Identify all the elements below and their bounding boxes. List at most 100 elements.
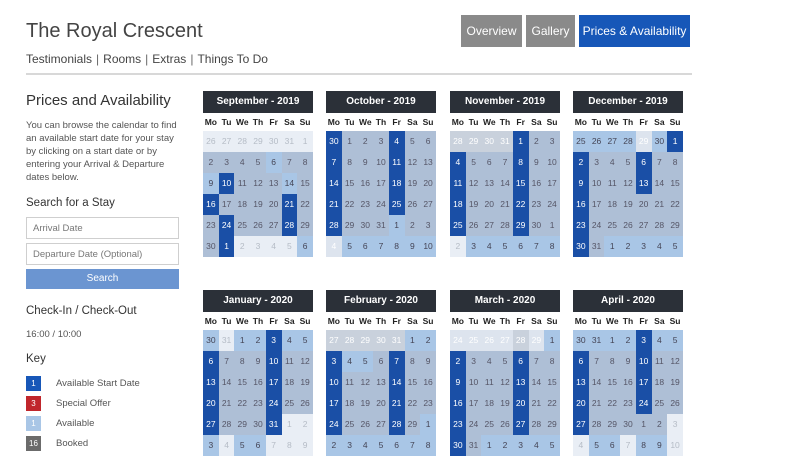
- day-cell[interactable]: 22: [297, 194, 313, 215]
- day-cell[interactable]: 2: [620, 330, 636, 351]
- day-cell[interactable]: 12: [250, 173, 266, 194]
- tab-prices-availability[interactable]: Prices & Availability: [579, 15, 690, 47]
- day-cell-start-date[interactable]: 22: [512, 194, 529, 215]
- day-cell-start-date[interactable]: 24: [218, 215, 235, 236]
- day-cell[interactable]: 3: [373, 131, 389, 152]
- day-cell[interactable]: 1: [544, 215, 560, 236]
- day-cell[interactable]: 24: [465, 414, 482, 435]
- day-cell[interactable]: 8: [544, 351, 560, 372]
- day-cell[interactable]: 22: [234, 393, 251, 414]
- day-cell[interactable]: 14: [218, 372, 235, 393]
- day-cell-start-date[interactable]: 18: [450, 194, 466, 215]
- day-cell-start-date[interactable]: 20: [203, 393, 219, 414]
- day-cell[interactable]: 12: [667, 351, 683, 372]
- day-cell-start-date[interactable]: 27: [203, 414, 219, 435]
- day-cell-start-date[interactable]: 6: [203, 351, 219, 372]
- day-cell[interactable]: 20: [420, 173, 436, 194]
- day-cell[interactable]: 15: [404, 372, 421, 393]
- day-cell-start-date[interactable]: 30: [573, 236, 589, 257]
- day-cell[interactable]: 25: [281, 393, 298, 414]
- day-cell[interactable]: 7: [281, 152, 298, 173]
- day-cell[interactable]: 18: [234, 194, 251, 215]
- day-cell-start-date[interactable]: 13: [203, 372, 219, 393]
- day-cell[interactable]: 29: [604, 414, 621, 435]
- day-cell[interactable]: 2: [651, 414, 668, 435]
- day-cell[interactable]: 1: [388, 215, 405, 236]
- day-cell[interactable]: 26: [357, 414, 374, 435]
- day-cell-start-date[interactable]: 17: [635, 372, 652, 393]
- day-cell-start-date[interactable]: 27: [512, 414, 529, 435]
- day-cell-start-date[interactable]: 20: [512, 393, 529, 414]
- day-cell[interactable]: 11: [481, 372, 498, 393]
- day-cell[interactable]: 1: [604, 330, 621, 351]
- day-cell[interactable]: 31: [373, 215, 389, 236]
- day-cell[interactable]: 12: [465, 173, 482, 194]
- day-cell[interactable]: 8: [667, 152, 683, 173]
- day-cell[interactable]: 19: [497, 393, 513, 414]
- day-cell[interactable]: 27: [604, 131, 621, 152]
- day-cell[interactable]: 4: [651, 330, 668, 351]
- day-cell[interactable]: 5: [234, 435, 251, 456]
- day-cell[interactable]: 25: [481, 414, 498, 435]
- day-cell[interactable]: 4: [281, 330, 298, 351]
- day-cell[interactable]: 9: [651, 435, 668, 456]
- day-cell[interactable]: 27: [420, 194, 436, 215]
- day-cell[interactable]: 30: [203, 236, 219, 257]
- day-cell-start-date[interactable]: 10: [635, 351, 652, 372]
- day-cell[interactable]: 10: [465, 372, 482, 393]
- day-cell[interactable]: 30: [203, 330, 219, 351]
- day-cell[interactable]: 3: [588, 152, 605, 173]
- nav-testimonials-link[interactable]: Testimonials: [26, 52, 93, 66]
- day-cell[interactable]: 7: [373, 236, 389, 257]
- day-cell[interactable]: 28: [588, 414, 605, 435]
- day-cell[interactable]: 6: [357, 236, 374, 257]
- day-cell[interactable]: 21: [528, 393, 545, 414]
- day-cell-start-date[interactable]: 6: [635, 152, 652, 173]
- day-cell-start-date[interactable]: 4: [450, 152, 466, 173]
- day-cell[interactable]: 11: [604, 173, 621, 194]
- day-cell-start-date[interactable]: 9: [450, 372, 466, 393]
- day-cell-start-date[interactable]: 25: [450, 215, 466, 236]
- day-cell-start-date[interactable]: 11: [388, 152, 405, 173]
- day-cell[interactable]: 19: [250, 194, 266, 215]
- day-cell-start-date[interactable]: 21: [388, 393, 405, 414]
- day-cell[interactable]: 18: [481, 393, 498, 414]
- day-cell[interactable]: 1: [404, 330, 421, 351]
- day-cell[interactable]: 30: [528, 215, 545, 236]
- day-cell[interactable]: 1: [481, 435, 498, 456]
- day-cell[interactable]: 7: [218, 351, 235, 372]
- day-cell[interactable]: 25: [651, 393, 668, 414]
- day-cell[interactable]: 4: [528, 435, 545, 456]
- day-cell[interactable]: 3: [218, 152, 235, 173]
- day-cell-start-date[interactable]: 4: [388, 131, 405, 152]
- day-cell[interactable]: 22: [544, 393, 560, 414]
- day-cell[interactable]: 23: [620, 393, 636, 414]
- day-cell-start-date[interactable]: 16: [203, 194, 219, 215]
- day-cell[interactable]: 23: [250, 393, 266, 414]
- day-cell[interactable]: 24: [373, 194, 389, 215]
- day-cell-start-date[interactable]: 28: [281, 215, 298, 236]
- day-cell[interactable]: 11: [651, 351, 668, 372]
- day-cell-start-date[interactable]: 14: [326, 173, 342, 194]
- day-cell-start-date[interactable]: 6: [512, 351, 529, 372]
- day-cell[interactable]: 25: [604, 215, 621, 236]
- day-cell[interactable]: 12: [404, 152, 421, 173]
- day-cell[interactable]: 5: [250, 152, 266, 173]
- day-cell[interactable]: 10: [420, 236, 436, 257]
- day-cell-start-date[interactable]: 21: [326, 194, 342, 215]
- day-cell-start-date[interactable]: 7: [326, 152, 342, 173]
- day-cell-start-date[interactable]: 30: [326, 131, 342, 152]
- tab-overview[interactable]: Overview: [461, 15, 522, 47]
- day-cell[interactable]: 4: [481, 236, 498, 257]
- day-cell[interactable]: 22: [667, 194, 683, 215]
- day-cell[interactable]: 1: [544, 330, 560, 351]
- day-cell[interactable]: 29: [234, 414, 251, 435]
- day-cell[interactable]: 16: [528, 173, 545, 194]
- day-cell[interactable]: 5: [341, 236, 358, 257]
- day-cell[interactable]: 22: [404, 393, 421, 414]
- day-cell[interactable]: 5: [544, 435, 560, 456]
- day-cell[interactable]: 21: [651, 194, 668, 215]
- day-cell[interactable]: 8: [420, 435, 436, 456]
- day-cell[interactable]: 8: [544, 236, 560, 257]
- day-cell[interactable]: 6: [420, 131, 436, 152]
